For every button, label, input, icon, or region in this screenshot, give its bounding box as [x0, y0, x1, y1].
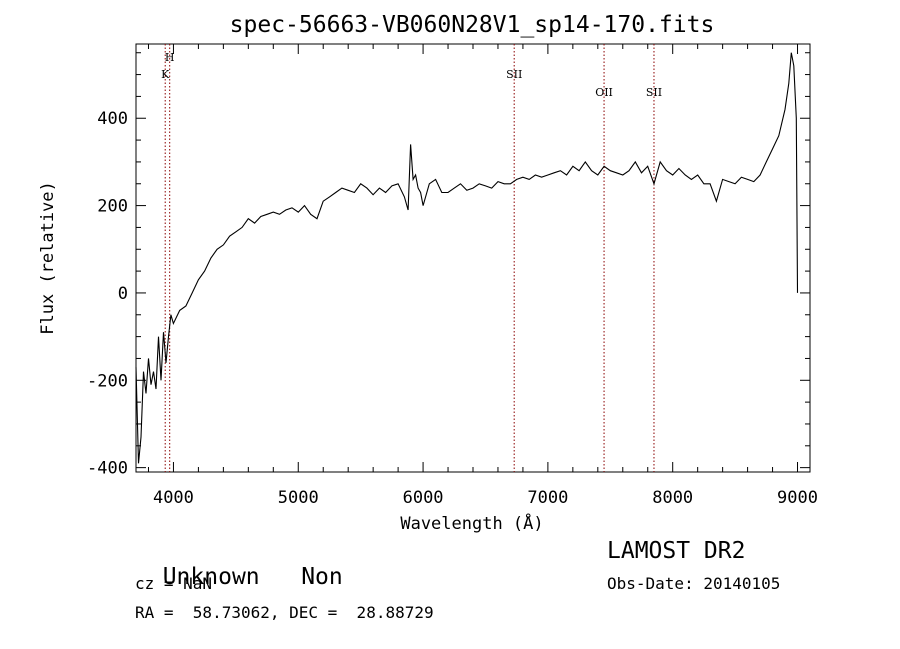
- plot-frame: [135, 43, 811, 473]
- y-tick-label: 200: [97, 197, 128, 217]
- x-tick-label: 4000: [153, 488, 194, 508]
- x-tick-label: 5000: [278, 488, 319, 508]
- line-label-sii: SII: [506, 68, 522, 81]
- line-label-h: H: [165, 51, 175, 64]
- y-tick-label: -200: [87, 371, 128, 391]
- chart-title: spec-56663-VB060N28V1_sp14-170.fits: [230, 12, 715, 38]
- y-tick-label: -400: [87, 459, 128, 479]
- line-label-sii: SII: [646, 86, 662, 99]
- class-label: Unknown: [162, 564, 260, 590]
- obs-date-readout: Obs-Date: 20140105: [607, 574, 781, 593]
- subclass-label: Non: [301, 564, 343, 590]
- y-axis-label: Flux (relative): [38, 181, 58, 335]
- x-tick-label: 8000: [652, 488, 693, 508]
- axis-ticks: [136, 44, 810, 472]
- cz-readout: cz = NaN: [135, 574, 213, 593]
- spectral-line-markers: HK SII OII SII: [161, 44, 662, 472]
- spectrum-line: [135, 52, 799, 464]
- x-axis-label: Wavelength (Å): [400, 512, 543, 534]
- x-tick-label: 6000: [403, 488, 444, 508]
- object-class: Unknown Non: [135, 538, 343, 590]
- plot-border: [135, 43, 811, 473]
- y-tick-label: 0: [118, 284, 128, 304]
- line-label-oii: OII: [595, 86, 613, 99]
- axis-tick-labels: 4000 5000 6000 7000 8000 9000 -400 -200 0 200 400: [87, 109, 818, 508]
- y-tick-label: 400: [97, 109, 128, 129]
- line-label-k: K: [161, 68, 170, 81]
- coordinates-readout: RA = 58.73062, DEC = 28.88729: [135, 603, 434, 622]
- x-tick-label: 9000: [777, 488, 818, 508]
- survey-label: LAMOST DR2: [607, 538, 746, 564]
- x-tick-label: 7000: [527, 488, 568, 508]
